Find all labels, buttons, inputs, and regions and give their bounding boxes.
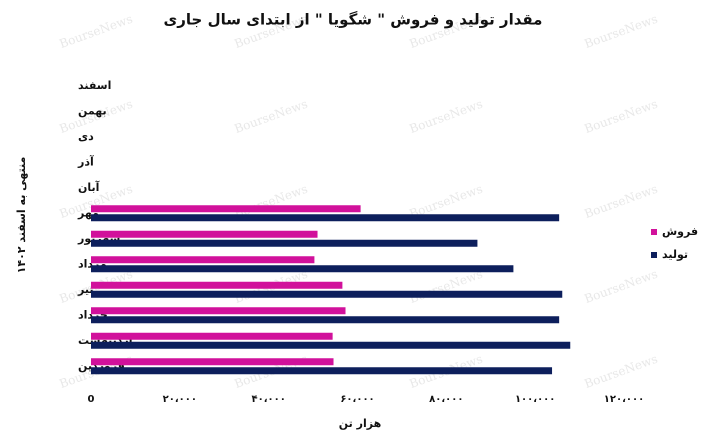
bar: [91, 358, 334, 366]
x-tick-label: ۲۰،۰۰۰: [163, 394, 197, 405]
x-tick-label: ۴۰،۰۰۰: [252, 394, 286, 405]
watermark: BourseNews: [582, 352, 659, 391]
legend-swatch: [651, 229, 657, 235]
bar: [91, 367, 553, 375]
x-axis-label: هزار تن: [339, 417, 381, 430]
bar: [91, 230, 318, 238]
watermark: BourseNews: [232, 97, 309, 136]
watermark: BourseNews: [582, 182, 659, 221]
bar: [91, 256, 315, 264]
watermark: BourseNews: [407, 97, 484, 136]
bar: [91, 265, 514, 273]
x-tick-label: ۶۰،۰۰۰: [340, 394, 374, 405]
bar: [91, 214, 560, 222]
x-tick-label: ۱۲۰،۰۰۰: [604, 394, 644, 405]
legend-label: فروش: [662, 225, 698, 238]
legend-label: تولید: [662, 248, 688, 261]
x-tick-label: 0: [88, 394, 95, 405]
watermark: BourseNews: [582, 267, 659, 306]
bar: [91, 341, 571, 349]
y-axis-label: منتهی به اسفند ۱۴۰۲: [15, 157, 28, 274]
watermark: BourseNews: [582, 97, 659, 136]
bar: [91, 281, 343, 289]
y-tick-label: آبان: [78, 180, 100, 194]
watermark: BourseNews: [57, 12, 134, 51]
watermark: BourseNews: [407, 267, 484, 306]
y-tick-label: اسفند: [78, 79, 111, 92]
legend-swatch: [651, 252, 657, 258]
watermark: BourseNews: [582, 12, 659, 51]
y-tick-label: آذر: [77, 154, 94, 168]
bar: [91, 290, 563, 298]
y-tick-label: تیر: [77, 283, 93, 296]
chart-title: مقدار تولید و فروش " شگویا " از ابتدای س…: [164, 11, 543, 29]
bar: [91, 239, 478, 247]
bar: [91, 205, 361, 213]
bar: [91, 332, 333, 340]
bar: [91, 307, 346, 315]
y-tick-label: بهمن: [78, 104, 107, 117]
x-tick-label: ۸۰،۰۰۰: [429, 394, 463, 405]
x-tick-label: ۱۰۰،۰۰۰: [515, 394, 555, 405]
bar: [91, 316, 560, 324]
y-tick-label: دی: [78, 130, 94, 143]
